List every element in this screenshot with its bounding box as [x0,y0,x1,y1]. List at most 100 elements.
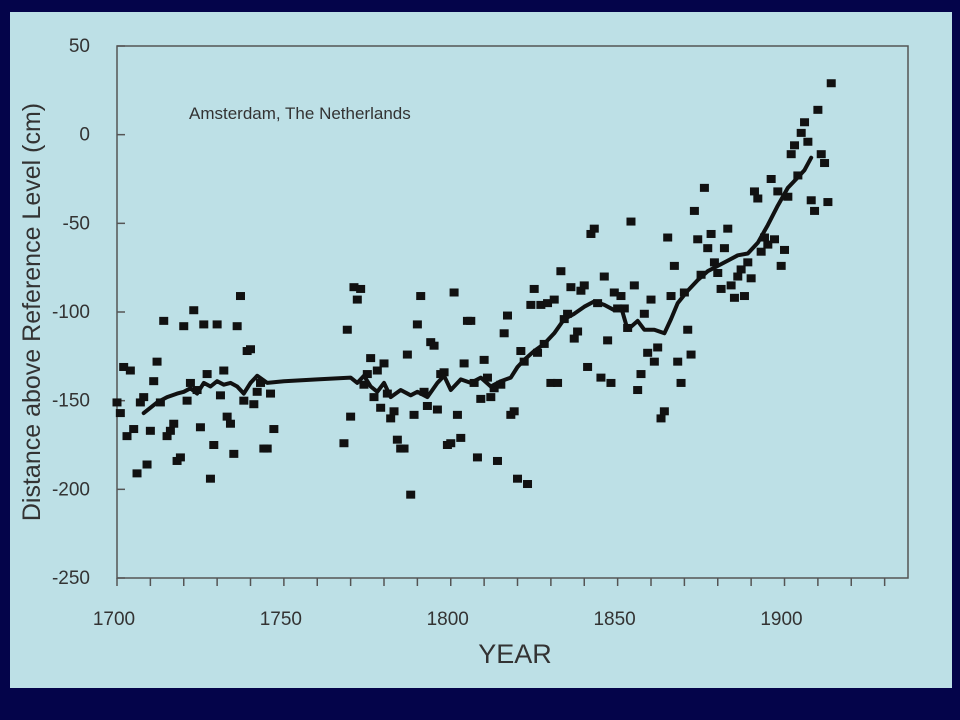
data-point [352,295,362,304]
data-point [643,348,653,357]
data-point [246,345,256,354]
data-point [603,336,613,345]
data-point [763,240,773,249]
data-points [112,79,836,499]
data-point [195,423,205,432]
y-tick-label: 0 [79,125,90,146]
data-point [346,412,356,421]
data-point [649,357,659,366]
data-point [406,490,416,499]
y-tick-label: -50 [63,213,90,234]
data-point [122,432,132,441]
data-point [366,354,376,363]
data-point [656,414,666,423]
data-point [135,398,145,407]
data-point [459,359,469,368]
data-point [376,403,386,412]
data-point [606,378,616,387]
data-point [563,309,573,318]
data-point [232,322,242,331]
data-point [796,128,806,137]
x-axis: 1700 1750 1800 1850 1900 [93,578,886,630]
data-point [189,306,199,315]
data-point [663,233,673,242]
data-point [766,175,776,183]
data-point [780,245,790,254]
data-point [526,300,536,309]
data-point [726,281,736,290]
data-point [429,341,439,350]
data-point [553,378,563,387]
data-point [533,348,543,357]
data-point [599,272,609,281]
data-point [432,405,442,414]
data-point [619,304,629,313]
data-point [769,235,779,244]
data-point [356,284,366,293]
data-point [456,433,466,442]
y-tick-label: -150 [52,391,90,412]
data-point [249,400,259,409]
x-tick-label: 1900 [760,609,802,630]
data-point [359,380,369,389]
data-point [212,320,222,329]
data-point [449,288,459,297]
data-point [586,229,596,238]
data-point [810,206,820,215]
data-point [342,325,352,334]
data-point [162,432,172,441]
data-point [439,368,449,377]
data-point [773,187,783,196]
data-point [653,343,663,352]
data-point [759,233,769,242]
data-point [202,370,212,379]
data-point [786,150,796,159]
data-point [703,244,713,253]
data-point [269,425,279,434]
data-point [159,316,169,325]
data-point [516,347,526,356]
data-point [573,327,583,336]
data-point [756,247,766,256]
data-point [800,118,810,127]
data-point [806,196,816,205]
data-point [673,357,683,366]
data-point [790,141,800,150]
data-point [676,378,686,387]
data-point [149,377,159,386]
data-point [225,419,235,428]
data-point [823,198,833,207]
slide-background [10,12,952,688]
data-point [402,350,412,359]
data-point [169,419,179,428]
data-point [609,288,619,297]
data-point [576,286,586,295]
data-point [813,105,823,114]
data-point [482,373,492,382]
trend-line [141,155,814,416]
data-point [235,292,245,301]
data-point [209,441,219,449]
data-point [492,456,502,465]
data-point [502,311,512,320]
data-point [412,320,422,329]
data-point [179,322,189,331]
data-point [219,366,229,375]
data-point [266,389,276,398]
data-point [339,439,349,448]
data-point [215,391,225,400]
y-tick-label: -100 [52,302,90,323]
data-point [386,414,396,423]
data-point [489,384,499,393]
data-point [199,320,209,329]
data-point [749,187,759,196]
data-point [139,393,149,402]
data-point [229,449,239,458]
data-point [626,217,636,226]
y-tick-label: -200 [52,479,90,500]
data-point [399,444,409,453]
data-point [496,380,506,389]
data-point [419,387,429,396]
data-point [616,292,626,301]
data-point [392,435,402,444]
